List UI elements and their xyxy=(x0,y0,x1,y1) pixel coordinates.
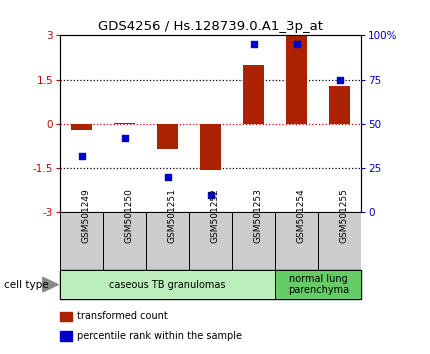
Text: GSM501250: GSM501250 xyxy=(125,188,134,243)
Bar xyxy=(318,212,361,271)
Point xyxy=(207,192,214,198)
Point xyxy=(250,41,257,47)
Bar xyxy=(286,35,307,124)
Bar xyxy=(189,212,232,271)
Bar xyxy=(232,212,275,271)
Bar xyxy=(71,124,92,130)
Text: GSM501254: GSM501254 xyxy=(297,188,306,243)
Text: GSM501255: GSM501255 xyxy=(340,188,349,243)
Text: caseous TB granulomas: caseous TB granulomas xyxy=(110,280,226,290)
Text: GSM501253: GSM501253 xyxy=(254,188,263,243)
Bar xyxy=(275,212,318,271)
Bar xyxy=(329,86,350,124)
Text: GSM501251: GSM501251 xyxy=(168,188,177,243)
Text: normal lung
parenchyma: normal lung parenchyma xyxy=(288,274,349,296)
Point xyxy=(121,135,128,141)
Title: GDS4256 / Hs.128739.0.A1_3p_at: GDS4256 / Hs.128739.0.A1_3p_at xyxy=(98,20,323,33)
Text: GSM501249: GSM501249 xyxy=(82,188,91,243)
Bar xyxy=(200,124,221,170)
Bar xyxy=(243,65,264,124)
Polygon shape xyxy=(43,278,58,292)
Text: cell type: cell type xyxy=(4,280,49,290)
Point xyxy=(164,174,171,180)
Bar xyxy=(157,124,178,149)
Point xyxy=(336,77,343,82)
Bar xyxy=(275,270,361,299)
Bar xyxy=(60,212,103,271)
Bar xyxy=(146,212,189,271)
Point xyxy=(293,41,300,47)
Text: GSM501252: GSM501252 xyxy=(211,188,220,243)
Text: transformed count: transformed count xyxy=(77,312,167,321)
Point xyxy=(78,153,85,159)
Bar xyxy=(114,123,135,124)
Bar xyxy=(60,270,275,299)
Bar xyxy=(103,212,146,271)
Text: percentile rank within the sample: percentile rank within the sample xyxy=(77,331,242,341)
